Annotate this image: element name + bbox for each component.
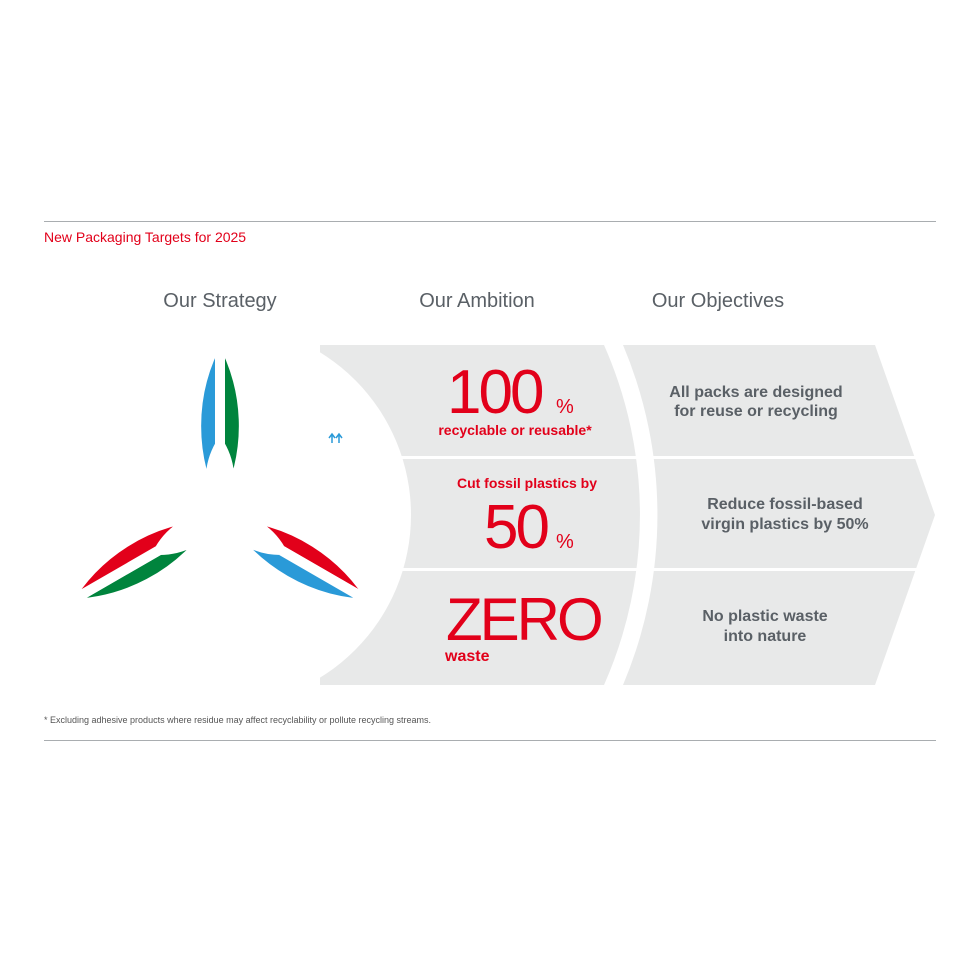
objectives-chevron [623,345,935,685]
green-label-3: sources ... [110,426,169,440]
ambition-100: 100 [447,358,543,427]
objective-2-line2: virgin plastics by 50% [701,516,868,533]
column-title-ambition: Our Ambition [419,290,535,312]
objective-2-line1: Reduce fossil-based [707,496,863,513]
ambition-zero: ZERO [446,586,601,653]
objective-3-line2: into nature [724,628,807,645]
ambition-50: 50 [484,493,548,562]
objective-3-line1: No plastic waste [702,608,827,625]
blue-label-1: ... use a smart [300,473,380,487]
ambition-100-pct: % [556,396,574,418]
header-title: New Packaging Targets for 2025 [44,229,247,245]
row-divider-2 [320,568,940,571]
plant-icon [70,446,120,490]
column-title-strategy: Our Strategy [163,290,277,312]
row-divider-1 [320,456,940,459]
top-divider [44,221,936,222]
ambition-50-pct: % [556,531,574,553]
footnote: * Excluding adhesive products where resi… [44,715,432,725]
objective-1-line2: for reuse or recycling [674,403,838,420]
box-icon [297,409,344,456]
donut-segment-blue [191,332,380,609]
ambition-50-top: Cut fossil plastics by [457,475,597,491]
recycle-arrows [195,606,240,646]
objective-1-line1: All packs are designed [669,384,842,401]
green-label-1: Include materials [97,396,195,410]
ambition-100-sub: recyclable or reusable* [438,422,592,438]
column-title-objectives: Our Objectives [651,290,785,312]
bottom-divider [44,740,936,741]
donut-segment-red [60,510,380,609]
ambition-zero-sub: waste [444,648,490,665]
donut-segment-green [60,332,249,609]
red-label: ... to close the loop [168,653,277,667]
blue-label-2: design [321,488,360,502]
green-label-2: from sustainable [98,411,194,425]
ambition-band [320,345,640,685]
